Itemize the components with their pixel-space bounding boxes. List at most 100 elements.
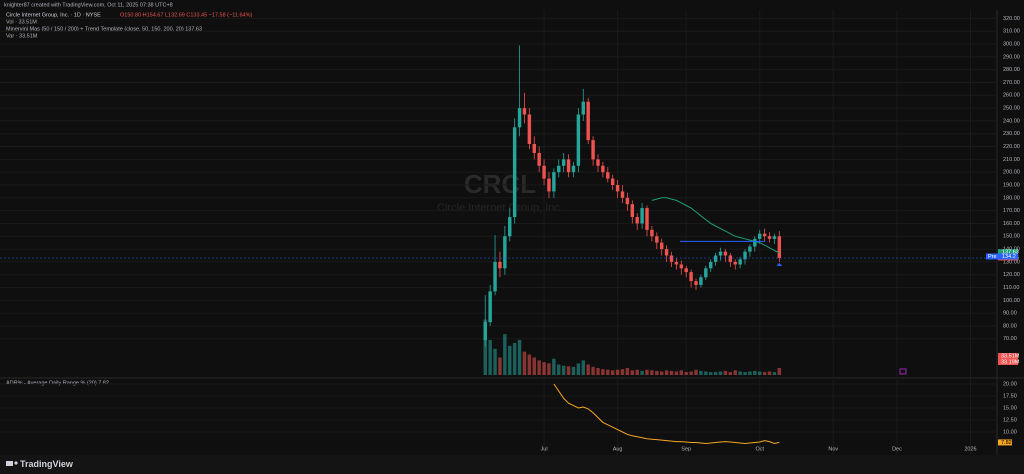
volume-bar xyxy=(635,369,639,375)
volume-tag xyxy=(998,353,1018,359)
candle-body xyxy=(498,261,502,269)
x-tick-label: Nov xyxy=(828,446,838,452)
volume-bar xyxy=(772,372,777,375)
candle-body xyxy=(620,191,625,198)
volume-bar xyxy=(723,370,728,375)
y-tick-label: 150.00 xyxy=(1003,234,1020,240)
candle-body xyxy=(679,264,684,269)
volume-bar xyxy=(557,364,561,375)
volume-bar xyxy=(601,369,605,375)
candle-body xyxy=(512,127,517,218)
volume-bar xyxy=(596,368,600,375)
candle-body xyxy=(718,251,723,256)
pre-tag-label: Pre xyxy=(988,254,997,260)
candle-body xyxy=(728,255,733,262)
candle-body xyxy=(571,165,576,173)
y-tick-label: 70.00 xyxy=(1003,336,1017,342)
candle-body xyxy=(674,261,679,265)
volume-bar xyxy=(517,340,522,375)
candle-body xyxy=(664,249,669,256)
volume-bar xyxy=(566,366,571,375)
volume-bar xyxy=(753,370,757,375)
adr-tag xyxy=(998,439,1012,446)
y-tick-label: 190.00 xyxy=(1003,182,1020,188)
watermark: CRCL xyxy=(464,169,536,199)
volume-bar xyxy=(758,371,762,375)
x-tick-label: Sep xyxy=(681,446,691,452)
volume-bar xyxy=(561,365,566,375)
candle-body xyxy=(601,165,605,173)
candle-body xyxy=(630,204,635,218)
y-tick-label: 250.00 xyxy=(1003,106,1020,112)
volume-bar xyxy=(689,371,693,375)
candle-body xyxy=(488,291,492,323)
y-tick-label: 310.00 xyxy=(1003,29,1020,35)
volume-bar xyxy=(748,371,752,375)
candle-body xyxy=(694,281,698,285)
candle-body xyxy=(659,242,664,250)
candle-body xyxy=(606,172,610,179)
candle-body xyxy=(557,165,561,173)
candle-body xyxy=(625,197,630,205)
credit: knighter87 created with TradingView.com,… xyxy=(4,2,173,8)
volume-bar xyxy=(679,370,684,375)
candle-body xyxy=(586,101,590,141)
candle-body xyxy=(772,236,777,239)
volume-bar xyxy=(664,370,669,375)
legend-line: Var · 33.51M xyxy=(6,33,38,39)
candle-body xyxy=(645,208,649,230)
y-tick-label: 200.00 xyxy=(1003,170,1020,176)
y-tick-label: 100.00 xyxy=(1003,298,1020,304)
candle-body xyxy=(503,236,507,269)
y-tick-label: 280.00 xyxy=(1003,67,1020,73)
candle-body xyxy=(532,143,536,153)
candle-body xyxy=(655,236,659,243)
volume-bar xyxy=(542,362,546,375)
volume-bar xyxy=(659,371,664,375)
volume-bar xyxy=(615,369,620,375)
volume-bar xyxy=(537,360,541,375)
y-tick-label: 80.00 xyxy=(1003,323,1017,329)
candle-body xyxy=(723,251,728,256)
volume-bar xyxy=(591,366,595,375)
volume-bar xyxy=(512,342,517,375)
candle-body xyxy=(777,236,782,259)
candle-body xyxy=(517,108,522,128)
adr-tick-label: 17.50 xyxy=(1003,393,1017,399)
logo-shape xyxy=(14,461,18,465)
x-tick-label: Jul xyxy=(541,446,548,452)
candle-body xyxy=(527,114,532,144)
volume-tag xyxy=(998,359,1018,365)
volume-bar xyxy=(777,368,782,375)
volume-bar xyxy=(674,371,679,375)
volume-bar xyxy=(699,370,703,375)
candle-body xyxy=(708,261,713,269)
candle-body xyxy=(758,233,762,239)
candle-body xyxy=(767,236,772,239)
volume-bar xyxy=(532,357,536,375)
y-tick-label: 210.00 xyxy=(1003,157,1020,163)
brand-logo: TradingView xyxy=(6,459,74,469)
volume-bar xyxy=(694,369,698,375)
volume-bar xyxy=(728,372,733,375)
ohlc: O150.80 H154.67 L132.69 C133.45 −17.58 (… xyxy=(120,12,252,18)
y-tick-label: 160.00 xyxy=(1003,221,1020,227)
volume-bar xyxy=(610,370,615,375)
y-tick-label: 110.00 xyxy=(1003,285,1019,291)
candle-body xyxy=(704,268,708,278)
candle-body xyxy=(483,322,487,341)
y-tick-label: 300.00 xyxy=(1003,41,1020,47)
candle-body xyxy=(684,268,688,273)
adr-tick-label: 20.00 xyxy=(1003,381,1017,387)
volume-bar xyxy=(620,369,625,375)
candle-body xyxy=(699,277,703,285)
volume-bar xyxy=(713,372,718,375)
legend-line: Minervini Mas (50 / 150 / 200) + Trend T… xyxy=(6,26,202,32)
candle-body xyxy=(733,261,737,265)
volume-bar xyxy=(733,370,737,375)
candle-body xyxy=(547,178,551,192)
x-tick-label: Oct xyxy=(755,446,764,452)
volume-tag-label: 33.19M xyxy=(1001,359,1020,365)
